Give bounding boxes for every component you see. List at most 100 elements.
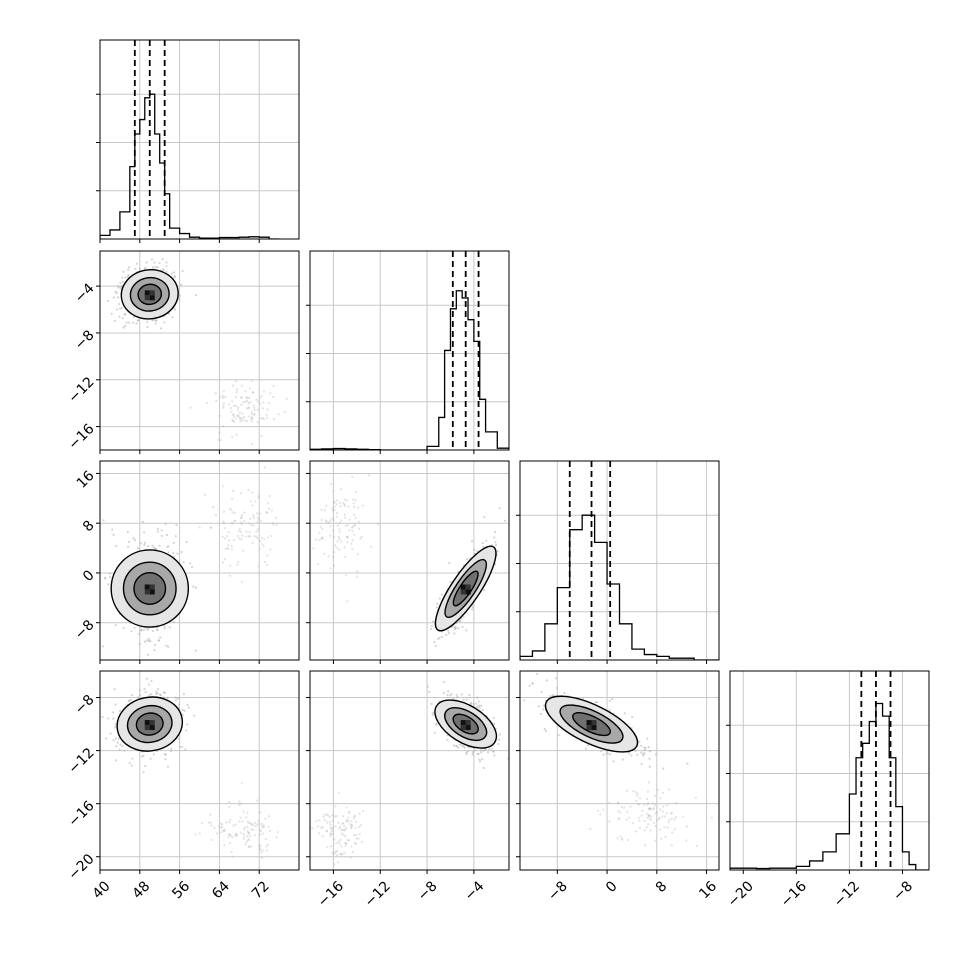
scatter-point (244, 390, 247, 393)
scatter-point (377, 523, 380, 526)
scatter-point (338, 537, 341, 541)
scatter-point (270, 509, 274, 512)
scatter-point (442, 691, 446, 695)
scatter-point (239, 417, 242, 421)
scatter-point (228, 800, 231, 804)
scatter-point (331, 832, 334, 835)
scatter-point (114, 737, 118, 740)
scatter-point (549, 694, 552, 698)
scatter-point (235, 834, 238, 837)
scatter-point (246, 811, 249, 814)
scatter-point (643, 746, 646, 749)
scatter-point (345, 806, 348, 809)
scatter-point (311, 827, 314, 830)
scatter-point (480, 751, 483, 754)
scatter-point (338, 827, 341, 830)
scatter-point (246, 835, 249, 838)
scatter-point (321, 835, 324, 838)
scatter-point (351, 457, 353, 459)
scatter-point (623, 806, 626, 809)
scatter-point (245, 420, 249, 423)
contour-line (135, 712, 164, 736)
scatter-point (466, 750, 470, 753)
scatter-point (223, 844, 226, 847)
scatter-point (112, 296, 115, 299)
panel-frame-3-0 (99, 670, 300, 871)
scatter-point (246, 399, 249, 403)
scatter-point (484, 748, 487, 751)
scatter-point (242, 835, 245, 838)
scatter-point (103, 576, 106, 579)
contour-line (137, 283, 163, 306)
scatter-point (227, 835, 231, 838)
scatter-point (156, 527, 160, 530)
scatter-point (156, 530, 159, 533)
scatter-point (475, 702, 478, 705)
scatter-point (250, 411, 254, 414)
scatter-point (434, 644, 437, 648)
scatter-point (492, 722, 496, 726)
scatter-point (625, 789, 629, 792)
scatter-point (111, 711, 115, 714)
density-cell (149, 295, 155, 301)
scatter-point (198, 832, 201, 835)
histogram-1 (310, 251, 509, 450)
scatter-point (353, 533, 356, 536)
scatter-point (447, 631, 450, 635)
scatter-point (323, 813, 326, 816)
scatter-point (128, 266, 131, 269)
scatter-point (339, 852, 342, 855)
scatter-point (256, 823, 259, 826)
scatter-point (620, 806, 623, 809)
scatter-point (259, 811, 262, 814)
scatter-point (114, 624, 117, 627)
scatter-point (458, 743, 462, 746)
scatter-point (433, 641, 436, 644)
scatter-point (119, 307, 122, 310)
scatter-point (221, 425, 224, 428)
scatter-point (482, 749, 485, 752)
scatter-point (242, 837, 245, 841)
scatter-point (285, 397, 288, 400)
scatter-point (352, 502, 355, 505)
scatter-point (115, 544, 118, 548)
scatter-point (221, 826, 224, 829)
scatter-point (232, 489, 235, 492)
scatter-point (266, 843, 270, 846)
scatter-point (250, 524, 253, 527)
scatter-point (121, 276, 124, 279)
scatter-point (670, 817, 673, 820)
scatter-point (359, 823, 362, 827)
scatter-point (137, 696, 140, 699)
scatter-point (259, 540, 262, 543)
scatter-point (643, 829, 646, 832)
x-tick-label: 40 (90, 878, 114, 902)
scatter-point (665, 812, 669, 815)
scatter-point (123, 749, 126, 752)
scatter-point (471, 751, 474, 754)
scatter-point (325, 520, 328, 523)
scatter-point (334, 805, 337, 808)
scatter-point (331, 507, 334, 510)
scatter-point (337, 861, 340, 864)
scatter-point (494, 530, 497, 534)
scatter-point (251, 541, 254, 544)
scatter-point (449, 694, 452, 697)
scatter-point (350, 526, 354, 529)
scatter-point (248, 415, 251, 418)
scatter-point (540, 691, 543, 694)
y-tick-label: 0 (80, 567, 98, 585)
scatter-point (647, 807, 650, 811)
scatter-point (332, 556, 335, 559)
scatter-point (133, 626, 136, 629)
scatter-point (243, 416, 246, 419)
scatter-point (537, 705, 540, 708)
scatter-point (334, 851, 337, 854)
scatter-point (673, 818, 676, 821)
scatter-point (617, 817, 620, 821)
scatter-point (329, 832, 332, 835)
scatter-point (238, 527, 241, 530)
scatter-point (266, 536, 270, 539)
scatter-point (160, 529, 163, 532)
